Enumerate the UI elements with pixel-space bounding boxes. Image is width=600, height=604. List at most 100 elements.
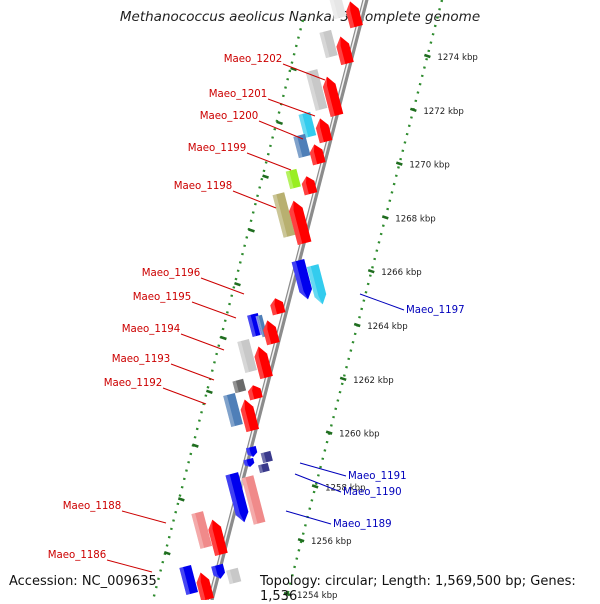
ruler-tick <box>325 430 333 435</box>
ruler-label: 1266 kbp <box>381 268 422 278</box>
cds-arrow <box>336 36 354 66</box>
label-leader <box>170 363 215 381</box>
label-leader <box>200 277 245 295</box>
gene-block <box>224 567 242 585</box>
gene-label: Maeo_1186 <box>48 550 107 561</box>
gene-block <box>177 564 199 596</box>
cds-arrow <box>315 118 333 144</box>
accession-text: Accession: NC_009635 <box>9 574 157 589</box>
cds-arrow <box>270 298 286 316</box>
label-leader <box>246 152 292 171</box>
gene-label: Maeo_1200 <box>200 111 259 122</box>
label-leader <box>106 559 153 573</box>
gene-label: Maeo_1198 <box>174 181 233 192</box>
ruler-label: 1260 kbp <box>339 430 380 440</box>
gene-label: Maeo_1202 <box>224 54 283 65</box>
reverse-arrow <box>291 259 313 300</box>
feature-track <box>177 0 363 600</box>
gene-block <box>328 0 347 20</box>
ruler-tick <box>423 53 431 59</box>
ruler-tick <box>339 376 347 382</box>
ruler-tick-left <box>220 335 227 341</box>
reverse-arrow <box>225 472 249 523</box>
label-leader <box>121 510 167 524</box>
label-leader <box>299 462 347 477</box>
ruler-tick <box>353 322 361 328</box>
gene-block <box>270 192 296 239</box>
label-leader <box>359 293 405 311</box>
cds-arrow <box>309 144 326 166</box>
ruler-tick <box>381 215 389 220</box>
ruler-tick-left <box>290 66 298 72</box>
label-leader <box>294 473 342 493</box>
ruler-label: 1254 kbp <box>297 591 338 600</box>
ruler-tick-left <box>163 550 171 556</box>
cds-arrow <box>240 399 260 433</box>
cds-arrow <box>247 385 263 401</box>
ruler-label: 1264 kbp <box>367 322 408 332</box>
gene-block <box>240 475 266 526</box>
cds-arrow <box>196 572 214 600</box>
cds-arrow <box>289 200 312 246</box>
gene-block <box>221 393 243 428</box>
ruler-label: 1268 kbp <box>395 214 436 224</box>
gene-block <box>235 339 257 374</box>
ruler-label: 1258 kbp <box>325 483 366 493</box>
gene-label: Maeo_1194 <box>122 324 181 335</box>
gene-block <box>189 511 213 550</box>
label-leader <box>162 387 207 405</box>
gene-label: Maeo_1189 <box>333 519 392 530</box>
label-leader <box>180 333 225 351</box>
ruler-tick <box>283 591 291 597</box>
label-leader <box>267 98 316 117</box>
reverse-arrow <box>243 457 255 467</box>
label-leader <box>258 120 304 140</box>
gene-label: Maeo_1193 <box>112 354 171 365</box>
label-leader <box>191 301 237 319</box>
gene-label: Maeo_1195 <box>133 292 192 303</box>
ruler-tick-left <box>205 389 213 395</box>
ruler-label: 1270 kbp <box>409 161 450 171</box>
ruler-tick-left <box>248 228 255 233</box>
cds-arrow <box>263 320 280 346</box>
gene-block <box>304 69 328 112</box>
ruler-tick-left <box>262 174 269 179</box>
ruler-tick-left <box>276 120 283 126</box>
gene-label: Maeo_1196 <box>142 268 201 279</box>
gene-block <box>284 168 301 190</box>
gene-block <box>297 111 317 139</box>
ruler-dotted-left <box>151 19 305 600</box>
label-leader <box>285 510 332 525</box>
ruler-tick-left <box>191 443 199 448</box>
gene-block <box>291 133 311 159</box>
label-leader <box>232 190 277 209</box>
gene-label: Maeo_1199 <box>188 143 247 154</box>
cds-arrow <box>322 76 344 117</box>
ruler-label: 1256 kbp <box>311 537 352 547</box>
reverse-arrow <box>245 445 258 457</box>
reverse-arrow <box>211 563 226 579</box>
ruler-label: 1272 kbp <box>423 107 464 117</box>
ruler-tick-left <box>234 281 241 287</box>
ruler-tick-left <box>177 497 185 502</box>
cds-arrow <box>346 1 363 29</box>
gene-block <box>230 378 247 394</box>
ruler-label: 1274 kbp <box>437 53 478 63</box>
gene-block <box>256 462 270 474</box>
ruler-tick <box>297 537 305 543</box>
ruler-dotted-right <box>284 0 444 600</box>
cds-arrow <box>254 346 273 380</box>
cds-arrow <box>208 519 228 557</box>
ruler: 1274 kbp 1272 kbp 1270 kbp 1268 kbp 1266 kbp… <box>151 0 478 600</box>
gene-labels: Maeo_1202 Maeo_1201 Maeo_1200 Maeo_1199 Maeo… <box>48 54 465 573</box>
ruler-tick <box>409 107 417 113</box>
label-leader <box>282 63 326 81</box>
ruler-tick <box>395 161 403 166</box>
ruler-label: 1262 kbp <box>353 376 394 386</box>
gene-label: Maeo_1192 <box>104 378 163 389</box>
gene-label: Maeo_1201 <box>209 89 268 100</box>
ruler-tick <box>311 484 319 489</box>
diagram-title: Methanococcus aeolicus Nankai-3, complet… <box>119 9 481 25</box>
gene-label: Maeo_1188 <box>63 501 122 512</box>
